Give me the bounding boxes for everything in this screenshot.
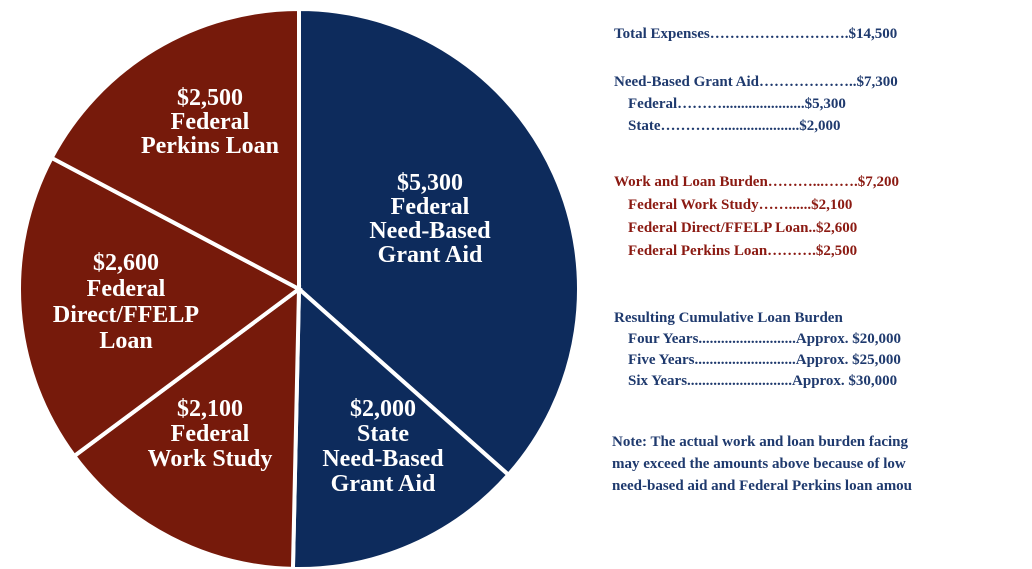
slice-label: Grant Aid (378, 242, 483, 268)
summary-line: Federal Perkins Loan……….$2,500 (628, 243, 857, 259)
slice-label: Need-Based (369, 218, 491, 244)
summary-line: Federal Work Study……......$2,100 (628, 197, 852, 213)
pie-slice (290, 284, 512, 569)
summary-line: Federal Direct/FFELP Loan..$2,600 (628, 220, 857, 236)
slice-label: Federal (87, 276, 166, 302)
slice-value-label: $2,600 (93, 250, 159, 276)
summary-line: Total Expenses……………………….$14,500 (614, 26, 897, 42)
note-line: may exceed the amounts above because of … (612, 456, 906, 472)
slice-value-label: $5,300 (397, 170, 463, 196)
slice-value-label: $2,000 (350, 396, 416, 422)
summary-line: State………….....................$2,000 (628, 118, 841, 134)
summary-line: Four Years..........................Appr… (628, 331, 901, 347)
slice-value-label: $2,500 (177, 85, 243, 111)
slice-label: Federal (391, 194, 470, 220)
note-line: Note: The actual work and loan burden fa… (612, 434, 909, 450)
summary-line: Federal………......................$5,300 (628, 96, 846, 112)
slice-label: Loan (99, 328, 152, 354)
note-line: need-based aid and Federal Perkins loan … (612, 478, 912, 494)
slice-label: Federal (171, 109, 250, 135)
slice-label: Perkins Loan (141, 133, 279, 159)
slice-label: Federal (171, 421, 250, 447)
slice-label: Direct/FFELP (53, 302, 199, 328)
slice-label: State (357, 421, 409, 447)
summary-line: Need-Based Grant Aid………………..$7,300 (614, 74, 898, 90)
summary-line: Work and Loan Burden………...…….$7,200 (614, 174, 899, 190)
summary-line: Resulting Cumulative Loan Burden (614, 310, 843, 326)
pie-slice (297, 6, 581, 478)
slice-label: Need-Based (322, 446, 444, 472)
slice-label: Work Study (148, 446, 273, 472)
slice-label: Grant Aid (331, 471, 436, 497)
summary-line: Five Years...........................App… (628, 352, 901, 368)
slice-value-label: $2,100 (177, 396, 243, 422)
pie-slice (17, 155, 303, 459)
pie-slice (71, 284, 302, 569)
pie-slice (48, 6, 301, 293)
summary-line: Six Years............................App… (628, 373, 897, 389)
